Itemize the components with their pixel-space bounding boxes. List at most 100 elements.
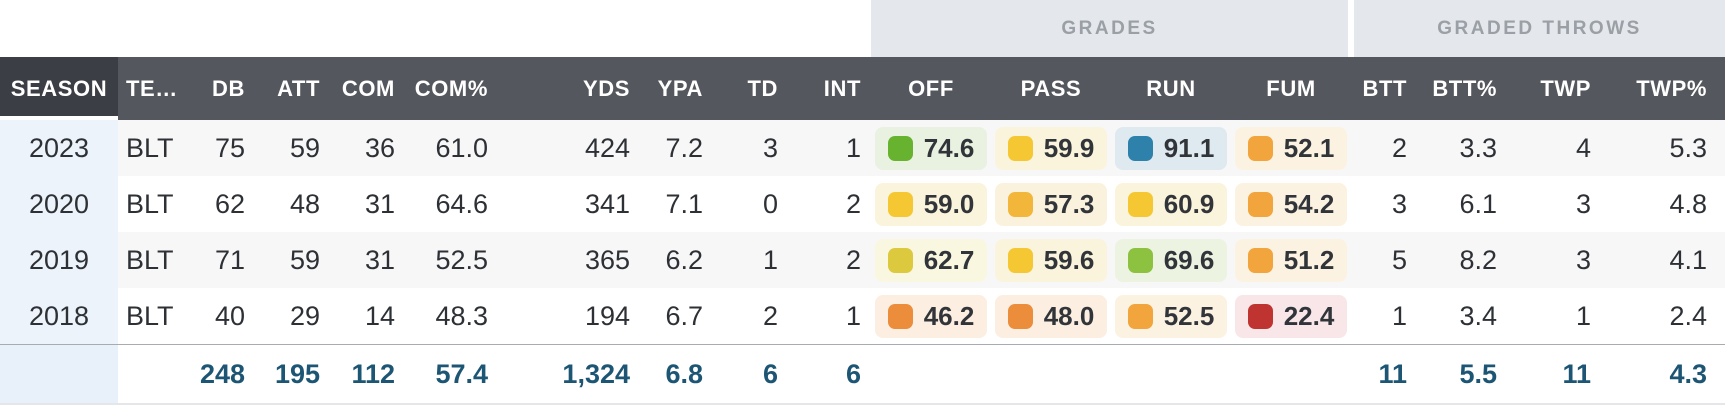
col-header-run[interactable]: RUN (1111, 57, 1231, 120)
stat-cell-btt: 5 (1351, 232, 1422, 288)
grade-value: 62.7 (923, 244, 975, 275)
grade-badge: 62.7 (874, 238, 988, 282)
table-row: 2018 BLT 40 29 14 48.3 194 6.7 2 1 46.2 … (0, 288, 1726, 345)
grade-color-swatch (1007, 303, 1033, 329)
stat-cell-td: 0 (706, 176, 781, 232)
total-btt: 11 (1351, 344, 1422, 405)
col-header-pass[interactable]: PASS (991, 57, 1111, 120)
col-header-com[interactable]: COM (323, 57, 398, 120)
stat-cell-btt-pct: 6.1 (1421, 176, 1512, 232)
stat-cell-com: 14 (323, 288, 398, 345)
table-row: 2019 BLT 71 59 31 52.5 365 6.2 1 2 62.7 … (0, 232, 1726, 288)
col-header-att[interactable]: ATT (248, 57, 323, 120)
col-header-team[interactable]: TE… (118, 57, 191, 120)
season-stats-table: GRADES GRADED THROWS SEASON TE… DB ATT C… (0, 0, 1726, 405)
grade-badge: 59.9 (994, 126, 1108, 170)
stat-cell-int: 2 (781, 232, 871, 288)
stat-cell-td: 2 (706, 288, 781, 345)
total-twp: 11 (1511, 344, 1602, 405)
stat-cell-com: 36 (323, 120, 398, 176)
stat-cell-int: 1 (781, 120, 871, 176)
grade-value: 69.6 (1163, 244, 1215, 275)
stat-cell-twp-pct: 4.8 (1601, 176, 1726, 232)
col-header-fum[interactable]: FUM (1231, 57, 1352, 120)
grade-value: 52.5 (1163, 300, 1215, 331)
col-header-yds[interactable]: YDS (491, 57, 633, 120)
grade-badge: 91.1 (1114, 126, 1228, 170)
grade-badge: 54.2 (1234, 182, 1348, 226)
stat-cell-att: 59 (248, 232, 323, 288)
stat-cell-twp-pct: 4.1 (1601, 232, 1726, 288)
col-header-btt-pct[interactable]: BTT% (1421, 57, 1512, 120)
grade-color-swatch (1247, 191, 1273, 217)
grade-badge: 48.0 (994, 294, 1108, 338)
grade-color-swatch (1127, 191, 1153, 217)
table-row: 2020 BLT 62 48 31 64.6 341 7.1 0 2 59.0 … (0, 176, 1726, 232)
stat-cell-btt: 2 (1351, 120, 1422, 176)
grade-cell-fum: 51.2 (1231, 232, 1352, 288)
grade-cell-pass: 59.9 (991, 120, 1111, 176)
grade-value: 59.6 (1043, 244, 1095, 275)
group-header-grades: GRADES (871, 0, 1352, 57)
stat-cell-twp: 3 (1511, 176, 1602, 232)
grade-cell-pass: 57.3 (991, 176, 1111, 232)
grade-cell-fum: 52.1 (1231, 120, 1352, 176)
grade-badge: 52.5 (1114, 294, 1228, 338)
col-header-twp-pct[interactable]: TWP% (1601, 57, 1726, 120)
grade-badge: 52.1 (1234, 126, 1348, 170)
group-header-spacer (0, 0, 871, 57)
grade-value: 22.4 (1283, 300, 1335, 331)
grade-cell-run: 69.6 (1111, 232, 1231, 288)
total-com: 112 (323, 344, 398, 405)
grade-badge: 59.0 (874, 182, 988, 226)
grade-cell-off: 62.7 (871, 232, 991, 288)
grade-value: 54.2 (1283, 188, 1335, 219)
total-pass-empty (991, 344, 1111, 405)
grade-color-swatch (1007, 135, 1033, 161)
col-header-db[interactable]: DB (191, 57, 248, 120)
stat-cell-att: 48 (248, 176, 323, 232)
stat-cell-yds: 424 (491, 120, 633, 176)
season-cell: 2023 (0, 120, 118, 176)
grade-badge: 46.2 (874, 294, 988, 338)
grade-color-swatch (1127, 135, 1153, 161)
grade-color-swatch (1007, 191, 1033, 217)
season-cell: 2019 (0, 232, 118, 288)
group-header-graded-throws: GRADED THROWS (1348, 0, 1726, 57)
stat-cell-twp-pct: 2.4 (1601, 288, 1726, 345)
col-header-twp[interactable]: TWP (1511, 57, 1602, 120)
col-header-btt[interactable]: BTT (1351, 57, 1422, 120)
grade-cell-run: 91.1 (1111, 120, 1231, 176)
grade-value: 51.2 (1283, 244, 1335, 275)
grade-value: 52.1 (1283, 132, 1335, 163)
stat-cell-com-pct: 64.6 (398, 176, 491, 232)
col-header-ypa[interactable]: YPA (633, 57, 706, 120)
grade-cell-fum: 22.4 (1231, 288, 1352, 345)
grade-cell-off: 46.2 (871, 288, 991, 345)
grade-value: 46.2 (923, 300, 975, 331)
col-header-com-pct[interactable]: COM% (398, 57, 491, 120)
col-header-td[interactable]: TD (706, 57, 781, 120)
stat-cell-db: 75 (191, 120, 248, 176)
grade-badge: 59.6 (994, 238, 1108, 282)
team-cell: BLT (118, 288, 191, 345)
total-db: 248 (191, 344, 248, 405)
column-header-row: SEASON TE… DB ATT COM COM% YDS YPA TD IN… (0, 57, 1726, 120)
total-fum-empty (1231, 344, 1352, 405)
total-ypa: 6.8 (633, 344, 706, 405)
total-yds: 1,324 (491, 344, 633, 405)
totals-team-cell (118, 344, 191, 405)
stat-cell-att: 29 (248, 288, 323, 345)
col-header-season[interactable]: SEASON (0, 57, 118, 120)
stat-cell-com-pct: 48.3 (398, 288, 491, 345)
col-header-int[interactable]: INT (781, 57, 871, 120)
grade-cell-pass: 59.6 (991, 232, 1111, 288)
grade-color-swatch (887, 303, 913, 329)
grade-value: 57.3 (1043, 188, 1095, 219)
col-header-off[interactable]: OFF (871, 57, 991, 120)
team-cell: BLT (118, 232, 191, 288)
group-header-row: GRADES GRADED THROWS (0, 0, 1726, 57)
stat-cell-btt-pct: 3.4 (1421, 288, 1512, 345)
stat-cell-com: 31 (323, 176, 398, 232)
grade-color-swatch (1247, 303, 1273, 329)
